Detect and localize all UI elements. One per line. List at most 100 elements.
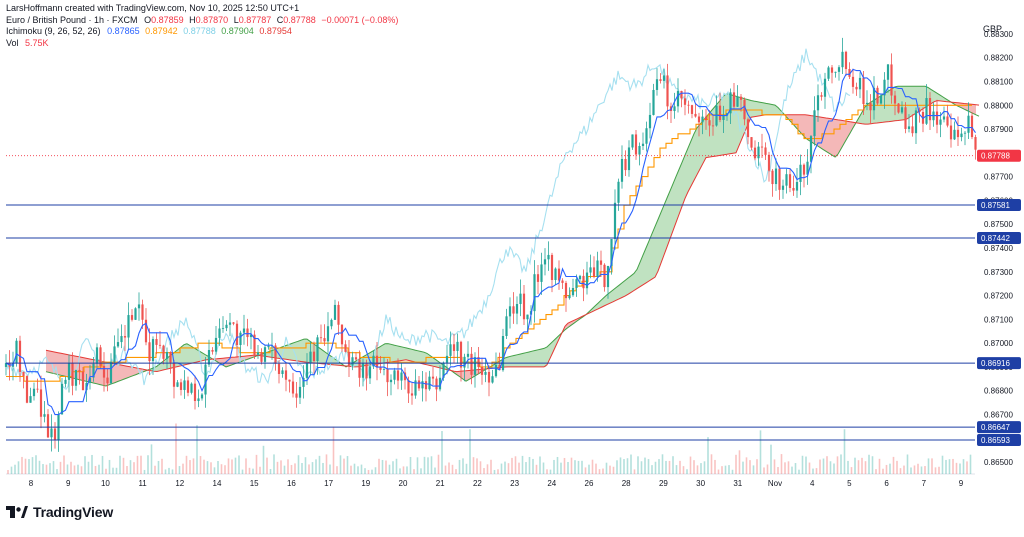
candle[interactable] (690, 104, 694, 119)
candle[interactable] (666, 63, 669, 120)
volume-name[interactable]: Vol (6, 37, 19, 48)
candle[interactable] (344, 340, 347, 353)
candle[interactable] (375, 341, 379, 381)
candle[interactable] (711, 114, 715, 136)
candle[interactable] (459, 340, 463, 382)
candle[interactable] (403, 367, 407, 390)
candle[interactable] (900, 101, 904, 115)
candle[interactable] (99, 344, 102, 369)
candle[interactable] (207, 339, 211, 367)
candle[interactable] (165, 347, 169, 369)
candle[interactable] (554, 267, 557, 285)
candle[interactable] (792, 175, 795, 196)
candle[interactable] (337, 301, 340, 335)
candle[interactable] (820, 92, 823, 101)
candle[interactable] (421, 371, 424, 402)
candle[interactable] (32, 382, 36, 401)
candle[interactable] (158, 330, 162, 349)
candle[interactable] (526, 314, 529, 332)
candle[interactable] (536, 265, 540, 295)
candle[interactable] (71, 352, 74, 396)
candle[interactable] (120, 324, 123, 349)
candle[interactable] (92, 357, 95, 382)
candle[interactable] (22, 371, 25, 389)
candle[interactable] (295, 381, 298, 408)
candle[interactable] (141, 299, 144, 330)
candle[interactable] (491, 369, 494, 384)
candle[interactable] (827, 65, 830, 81)
candle[interactable] (228, 312, 232, 337)
candle[interactable] (746, 117, 750, 145)
candle[interactable] (893, 90, 897, 116)
candle[interactable] (281, 367, 284, 378)
candle[interactable] (921, 107, 925, 133)
candle[interactable] (358, 350, 361, 387)
candle[interactable] (15, 338, 18, 367)
ichimoku-conversion-line[interactable] (5, 68, 976, 416)
candle[interactable] (970, 112, 974, 140)
candle[interactable] (669, 102, 673, 124)
ichimoku-name[interactable]: Ichimoku (9, 26, 52, 26) (6, 26, 101, 36)
candle[interactable] (347, 340, 351, 377)
candle[interactable] (704, 109, 708, 130)
symbol-name[interactable]: Euro / British Pound · 1h · FXCM (6, 14, 138, 25)
candle[interactable] (309, 341, 312, 375)
candle[interactable] (795, 168, 799, 198)
candle[interactable] (575, 274, 578, 297)
candle[interactable] (232, 321, 235, 326)
candle[interactable] (911, 114, 914, 137)
candle[interactable] (708, 110, 711, 137)
candle[interactable] (253, 330, 256, 359)
candle[interactable] (302, 365, 305, 399)
candle[interactable] (123, 325, 127, 352)
candle[interactable] (904, 102, 907, 134)
candle[interactable] (456, 333, 459, 364)
candle[interactable] (610, 238, 613, 275)
candle[interactable] (540, 252, 543, 295)
candle[interactable] (389, 374, 393, 396)
candle[interactable] (645, 121, 648, 152)
candle[interactable] (249, 327, 253, 350)
candle[interactable] (106, 368, 109, 392)
candle[interactable] (662, 68, 666, 89)
candle[interactable] (116, 328, 120, 348)
candle[interactable] (701, 109, 704, 135)
candle[interactable] (312, 341, 316, 375)
candle[interactable] (487, 365, 491, 397)
candle[interactable] (151, 336, 155, 375)
candle[interactable] (176, 380, 179, 388)
candle[interactable] (43, 400, 46, 423)
candle[interactable] (960, 127, 963, 142)
candle[interactable] (127, 302, 130, 351)
candle[interactable] (263, 345, 267, 369)
candle[interactable] (694, 102, 697, 118)
candle[interactable] (4, 354, 8, 376)
candle[interactable] (928, 92, 932, 130)
candle[interactable] (235, 320, 239, 358)
tradingview-logo[interactable]: TradingView (6, 504, 113, 520)
candle[interactable] (757, 141, 760, 166)
candle[interactable] (284, 362, 288, 392)
candle[interactable] (386, 358, 389, 397)
candle[interactable] (400, 363, 403, 390)
candle[interactable] (64, 376, 67, 388)
candle[interactable] (130, 309, 134, 322)
ichimoku-lagging-line[interactable] (5, 48, 851, 391)
candle[interactable] (221, 316, 225, 333)
candle[interactable] (806, 149, 809, 185)
candle[interactable] (463, 353, 466, 382)
candle[interactable] (781, 179, 785, 199)
candle[interactable] (323, 324, 326, 346)
candle[interactable] (340, 324, 344, 352)
candle[interactable] (211, 347, 214, 355)
candle[interactable] (648, 102, 652, 139)
candle[interactable] (50, 414, 53, 452)
candle[interactable] (687, 100, 690, 114)
candle[interactable] (634, 129, 638, 160)
candle[interactable] (932, 102, 935, 127)
candle[interactable] (834, 71, 837, 78)
candle[interactable] (778, 165, 781, 200)
candle[interactable] (435, 376, 438, 402)
candle[interactable] (193, 375, 197, 410)
